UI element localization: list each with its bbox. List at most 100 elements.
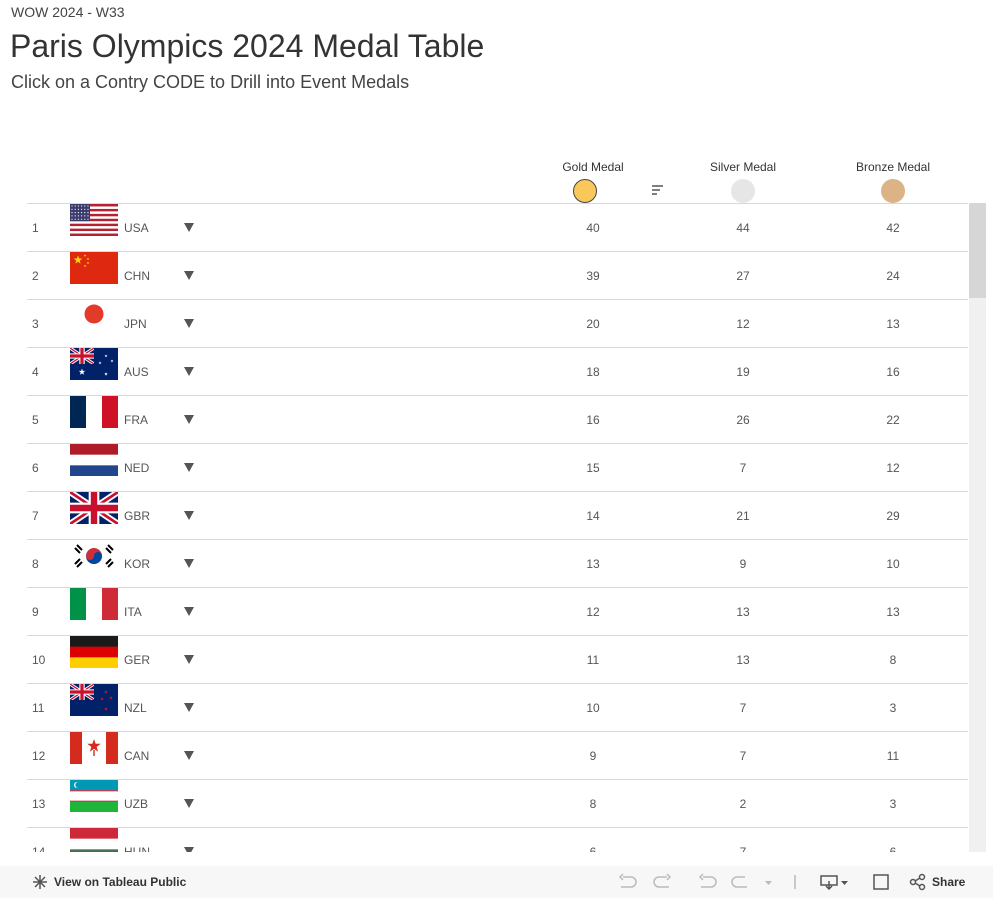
- flag-part: [70, 849, 118, 852]
- country-code[interactable]: HUN: [124, 845, 150, 852]
- download-icon[interactable]: [820, 875, 838, 891]
- title: Paris Olympics 2024 Medal Table: [10, 28, 485, 64]
- drill-arrow[interactable]: [184, 511, 194, 521]
- share-icon[interactable]: [909, 873, 927, 891]
- view-link[interactable]: View on Tableau Public: [54, 875, 187, 889]
- medal-count: 10: [886, 557, 900, 571]
- rank: 12: [32, 749, 46, 763]
- medal-count: 44: [736, 221, 750, 235]
- table-row: 3 JPN 20 12 13: [27, 299, 968, 348]
- country-code[interactable]: KOR: [124, 557, 151, 571]
- drill-arrow[interactable]: [184, 847, 194, 852]
- flag-part: [86, 588, 103, 620]
- redo-icon[interactable]: [653, 873, 672, 888]
- flag-part: [87, 215, 89, 217]
- flag-part: [70, 801, 118, 812]
- drill-arrow[interactable]: [184, 607, 194, 617]
- share-button[interactable]: Share: [932, 875, 966, 889]
- flag-part: [70, 221, 118, 224]
- download-dropdown[interactable]: [841, 881, 848, 885]
- dropdown-icon[interactable]: [765, 881, 772, 885]
- flag-part: [70, 646, 118, 658]
- table-row: 5 FRA 16 26 22: [27, 395, 968, 444]
- drill-arrow[interactable]: [184, 463, 194, 473]
- country-code[interactable]: GBR: [124, 509, 151, 523]
- flag: [70, 300, 118, 332]
- drill-arrow[interactable]: [184, 223, 194, 233]
- medal-count: 13: [586, 557, 600, 571]
- flag-part: [86, 396, 103, 428]
- country-code[interactable]: ITA: [124, 605, 142, 619]
- drill-arrow[interactable]: [184, 271, 194, 281]
- country-code[interactable]: GER: [124, 653, 151, 667]
- footer: View on Tableau Public Share: [0, 866, 993, 898]
- flag-part: [98, 361, 102, 365]
- flag-part: [70, 454, 118, 466]
- flag: [70, 252, 118, 284]
- column-header[interactable]: Bronze Medal: [855, 160, 931, 174]
- flag-part: [70, 790, 118, 792]
- scroll-thumb[interactable]: [969, 203, 986, 298]
- share-node: [909, 878, 917, 886]
- flag-part: [87, 208, 89, 210]
- flag-part: [71, 205, 73, 207]
- medal-count: 18: [586, 365, 600, 379]
- drill-arrow[interactable]: [184, 319, 194, 329]
- flag-part: [104, 354, 108, 358]
- country-code[interactable]: CAN: [124, 749, 150, 763]
- table-row: 2 CHN 39 27 24: [27, 251, 968, 300]
- flag: [70, 204, 118, 236]
- drill-arrow[interactable]: [184, 751, 194, 761]
- fullscreen-icon[interactable]: [873, 874, 889, 890]
- flag-part: [77, 218, 79, 220]
- medal-count: 16: [886, 365, 900, 379]
- medal-count: 2: [739, 797, 747, 811]
- table-row: 9 ITA 12 13 13: [27, 587, 968, 636]
- country-code[interactable]: NED: [124, 461, 150, 475]
- drill-arrow[interactable]: [184, 655, 194, 665]
- flag-part: [84, 212, 86, 214]
- flag-part: [73, 255, 83, 264]
- flag-part: [83, 254, 87, 257]
- refresh-icon[interactable]: [731, 876, 747, 888]
- flag: [70, 396, 118, 428]
- drill-arrow[interactable]: [184, 559, 194, 569]
- flag-part: [102, 396, 118, 428]
- drill-arrow[interactable]: [184, 703, 194, 713]
- flag-part: [70, 252, 118, 284]
- arrow-shape: [184, 367, 194, 376]
- flag-part: [77, 215, 79, 217]
- scrollbar[interactable]: [969, 203, 986, 852]
- country-code[interactable]: FRA: [124, 413, 148, 427]
- flag-part: [71, 215, 73, 217]
- medal-count: 13: [886, 317, 900, 331]
- flag-part: [84, 304, 104, 324]
- country-code[interactable]: AUS: [124, 365, 149, 379]
- flag-part: [70, 657, 118, 668]
- country-code[interactable]: JPN: [124, 317, 147, 331]
- country-code[interactable]: USA: [124, 221, 149, 235]
- rank: 6: [32, 461, 39, 475]
- medal-count: 12: [886, 461, 900, 475]
- drill-arrow[interactable]: [184, 367, 194, 377]
- country-code[interactable]: CHN: [124, 269, 150, 283]
- revert-icon[interactable]: [698, 873, 717, 888]
- column-header[interactable]: Silver Medal: [709, 160, 777, 174]
- arrow-shape: [184, 799, 194, 808]
- drill-arrow[interactable]: [184, 799, 194, 809]
- flag-part: [93, 750, 95, 756]
- flag-part: [70, 492, 118, 524]
- flag-part: [84, 205, 86, 207]
- medal-count: 3: [889, 701, 897, 715]
- country-code[interactable]: NZL: [124, 701, 147, 715]
- drill-arrow[interactable]: [184, 415, 194, 425]
- country-code[interactable]: UZB: [124, 797, 148, 811]
- column-header[interactable]: Gold Medal: [562, 160, 624, 174]
- flag-part: [70, 233, 118, 236]
- medal-count: 7: [739, 461, 747, 475]
- undo-icon[interactable]: [618, 873, 637, 888]
- arrow-shape: [184, 319, 194, 328]
- arrow-shape: [184, 223, 194, 232]
- medal-count: 11: [586, 653, 600, 667]
- sort-icon[interactable]: [651, 184, 665, 196]
